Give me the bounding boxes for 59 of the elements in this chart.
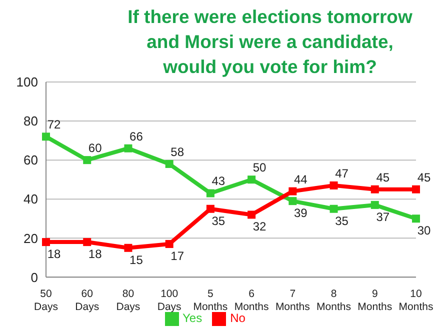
data-label: 44 — [294, 172, 308, 186]
y-tick-label: 100 — [16, 74, 38, 90]
y-tick-label: 80 — [24, 114, 38, 129]
data-label: 32 — [252, 220, 267, 234]
point — [330, 204, 338, 213]
data-label: 37 — [376, 210, 390, 224]
x-tick-label: 10 Months — [398, 288, 434, 314]
point — [165, 240, 174, 248]
point — [248, 210, 256, 219]
data-label: 17 — [170, 248, 184, 263]
point — [330, 181, 338, 190]
point — [124, 244, 132, 252]
x-tick-label: 50 Days — [34, 288, 58, 314]
data-label: 39 — [294, 206, 308, 220]
point — [206, 204, 214, 213]
y-tick-label: 0 — [30, 270, 38, 285]
x-tick-label: 6 Months — [234, 288, 269, 314]
data-label: 72 — [47, 118, 61, 132]
data-label: 15 — [130, 252, 144, 267]
x-tick-label: 100 Days — [157, 288, 182, 314]
data-label: 45 — [417, 170, 431, 184]
data-label: 18 — [88, 247, 102, 262]
point — [412, 185, 420, 194]
data-label: 45 — [376, 170, 390, 184]
x-tick-label: 8 Months — [316, 288, 351, 314]
x-tick-label: 5 Months — [193, 288, 228, 314]
y-tick-label: 40 — [24, 192, 38, 207]
data-label: 66 — [130, 129, 144, 144]
data-label: 35 — [212, 214, 226, 228]
point — [83, 238, 92, 246]
legend-label: No — [230, 311, 246, 326]
x-tick-label: 80 Days — [116, 288, 140, 314]
y-tick-label: 60 — [24, 152, 38, 168]
point — [124, 144, 132, 152]
chart-title: If there were elections tomorrow and Morsi were a candidate, would you vote for him? — [126, 5, 414, 79]
point — [248, 176, 256, 184]
data-label: 30 — [417, 224, 431, 238]
y-tick-label: 20 — [24, 230, 38, 246]
legend-label: Yes — [182, 311, 202, 326]
data-label: 50 — [252, 160, 267, 175]
point — [206, 189, 214, 198]
point — [165, 160, 174, 168]
point — [42, 132, 50, 141]
point — [370, 200, 379, 209]
point — [288, 187, 297, 196]
data-label: 58 — [170, 144, 184, 159]
data-label: 35 — [335, 214, 349, 228]
data-label: 18 — [47, 247, 61, 262]
x-tick-label: 9 Months — [358, 288, 392, 314]
point — [288, 197, 297, 206]
x-tick-label: 60 Days — [75, 288, 100, 314]
point — [83, 156, 92, 164]
data-label: 47 — [335, 166, 349, 180]
data-label: 60 — [88, 141, 102, 156]
point — [370, 185, 379, 194]
point — [42, 238, 50, 246]
x-tick-label: 7 Months — [275, 288, 310, 314]
data-label: 43 — [212, 174, 226, 188]
point — [412, 214, 420, 223]
